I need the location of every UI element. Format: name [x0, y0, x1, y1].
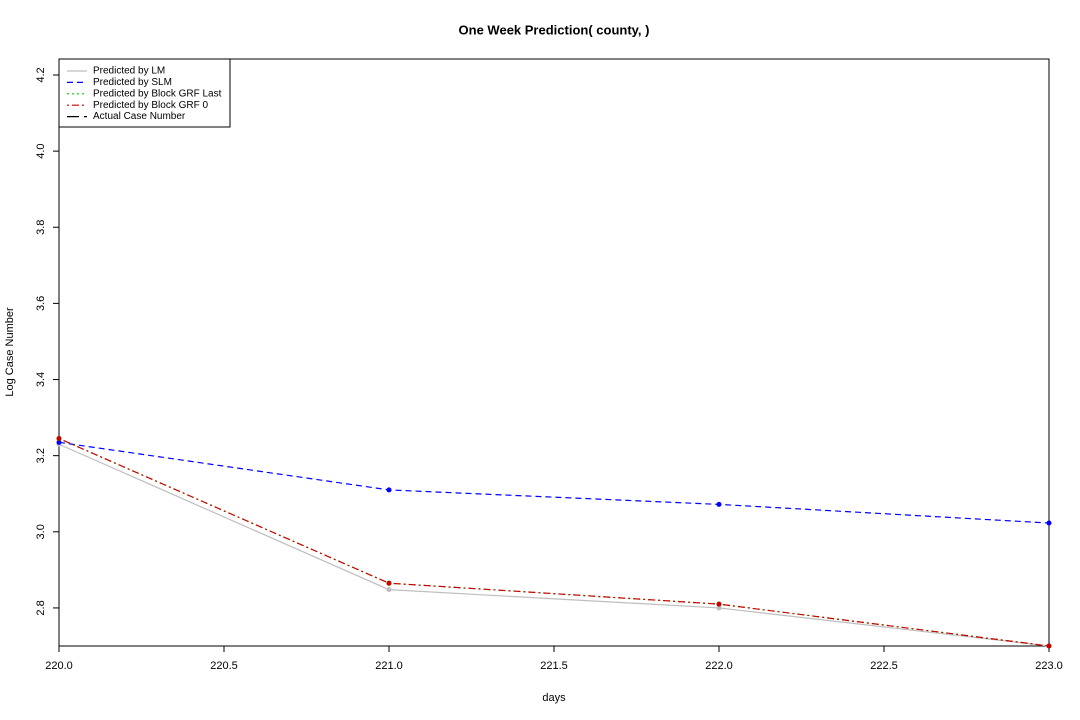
x-tick-label: 221.5: [540, 660, 568, 672]
series-point: [386, 580, 392, 586]
series-point: [716, 605, 722, 611]
series-point: [1046, 520, 1052, 526]
y-tick-label: 3.6: [35, 296, 47, 311]
legend-box: [58, 58, 231, 128]
y-tick-label: 2.8: [35, 600, 47, 615]
x-tick-label: 223.0: [1035, 660, 1063, 672]
chart-title: One Week Prediction( county, ): [459, 22, 650, 37]
y-tick-label: 3.0: [35, 524, 47, 539]
x-tick-label: 220.0: [45, 660, 73, 672]
x-tick-label: 222.0: [705, 660, 733, 672]
x-tick-label: 222.5: [870, 660, 898, 672]
y-tick-label: 4.0: [35, 143, 47, 158]
legend-label: Predicted by Block GRF 0: [93, 100, 208, 111]
x-tick-label: 221.0: [375, 660, 403, 672]
y-tick-label: 3.4: [35, 372, 47, 387]
series-point: [716, 601, 722, 607]
series-line: [58, 443, 1050, 647]
series-point: [56, 436, 62, 442]
legend-label: Predicted by Block GRF Last: [93, 88, 222, 99]
series-point: [386, 487, 392, 493]
x-axis-label: days: [542, 692, 566, 704]
series-point: [716, 501, 722, 507]
legend-label: Actual Case Number: [93, 111, 186, 122]
series-point: [1046, 643, 1052, 649]
series-point: [386, 587, 392, 593]
y-axis-label: Log Case Number: [4, 307, 16, 397]
y-tick-label: 4.2: [35, 67, 47, 82]
y-tick-label: 3.8: [35, 220, 47, 235]
series-line: [58, 437, 1050, 647]
legend-label: Predicted by LM: [93, 66, 165, 77]
y-tick-label: 3.2: [35, 448, 47, 463]
series-point: [56, 439, 62, 445]
x-tick-label: 220.5: [210, 660, 238, 672]
legend-label: Predicted by SLM: [93, 77, 172, 88]
